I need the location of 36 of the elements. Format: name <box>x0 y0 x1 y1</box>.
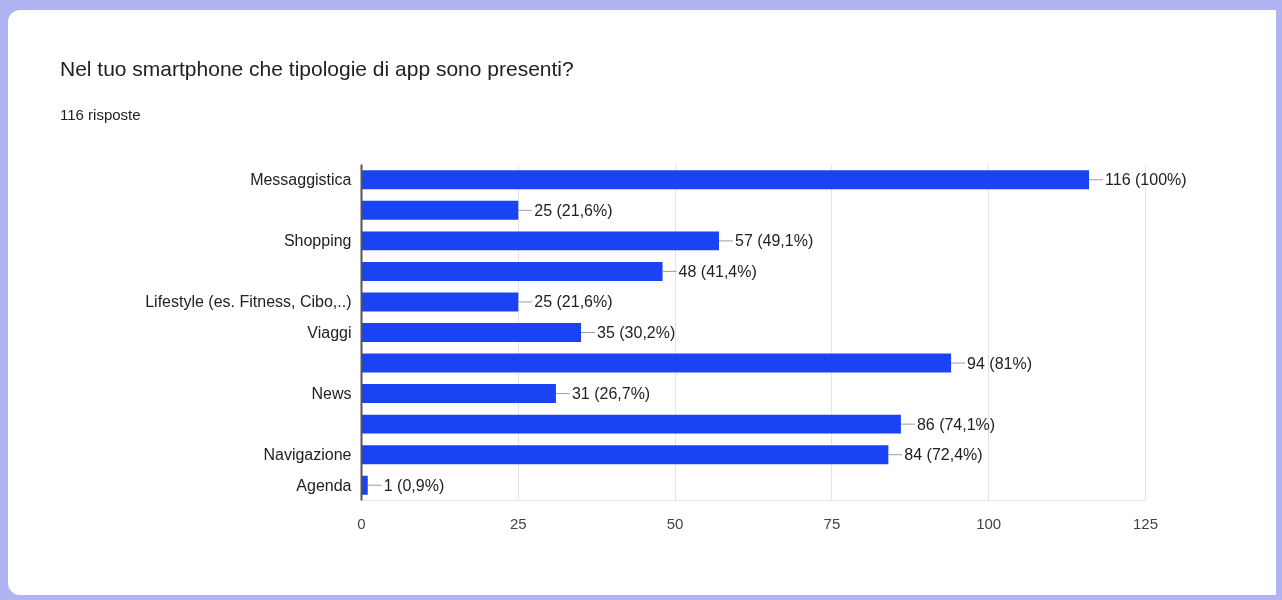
bar <box>361 201 519 221</box>
bar <box>361 231 719 251</box>
bar <box>361 323 582 343</box>
chart-title: Nel tuo smartphone che tipologie di app sono presenti? <box>60 56 574 82</box>
data-label: 25 (21,6%) <box>534 293 613 311</box>
bar <box>361 354 952 373</box>
data-label: 31 (26,7%) <box>571 385 651 403</box>
data-label: 84 (72,4%) <box>904 446 983 464</box>
y-tick-label: Agenda <box>296 477 352 495</box>
data-label: 116 (100%) <box>1105 171 1187 189</box>
x-tick-label: 75 <box>823 514 841 532</box>
data-label: 57 (49,1%) <box>735 232 814 250</box>
x-tick-label: 125 <box>1132 514 1159 532</box>
bar <box>361 292 519 312</box>
x-tick-label: 0 <box>357 514 366 532</box>
x-tick-label: 50 <box>666 514 684 532</box>
text: 116 risposte <box>60 105 141 125</box>
y-tick-label: Lifestyle (es. Fitness, Cibo,..) <box>145 293 352 311</box>
bar <box>361 262 663 282</box>
data-label: 94 (81%) <box>967 354 1032 372</box>
x-tick-label: 100 <box>976 514 1002 532</box>
x-tick-label: 25 <box>509 514 527 532</box>
y-tick-label: Shopping <box>283 232 352 250</box>
data-label: 25 (21,6%) <box>534 202 613 220</box>
bar <box>361 384 556 404</box>
bar <box>361 170 1090 190</box>
data-label: 48 (41,4%) <box>678 263 757 281</box>
bar <box>361 445 889 465</box>
y-tick-label: News <box>311 385 352 403</box>
data-label: 1 (0,9%) <box>383 477 445 495</box>
y-tick-label: Viaggi <box>307 324 352 342</box>
data-label: 86 (74,1%) <box>916 416 996 434</box>
bar <box>361 415 901 435</box>
y-tick-label: Messaggistica <box>250 171 352 189</box>
data-label: 35 (30,2%) <box>597 324 676 342</box>
y-tick-label: Navigazione <box>263 446 352 464</box>
